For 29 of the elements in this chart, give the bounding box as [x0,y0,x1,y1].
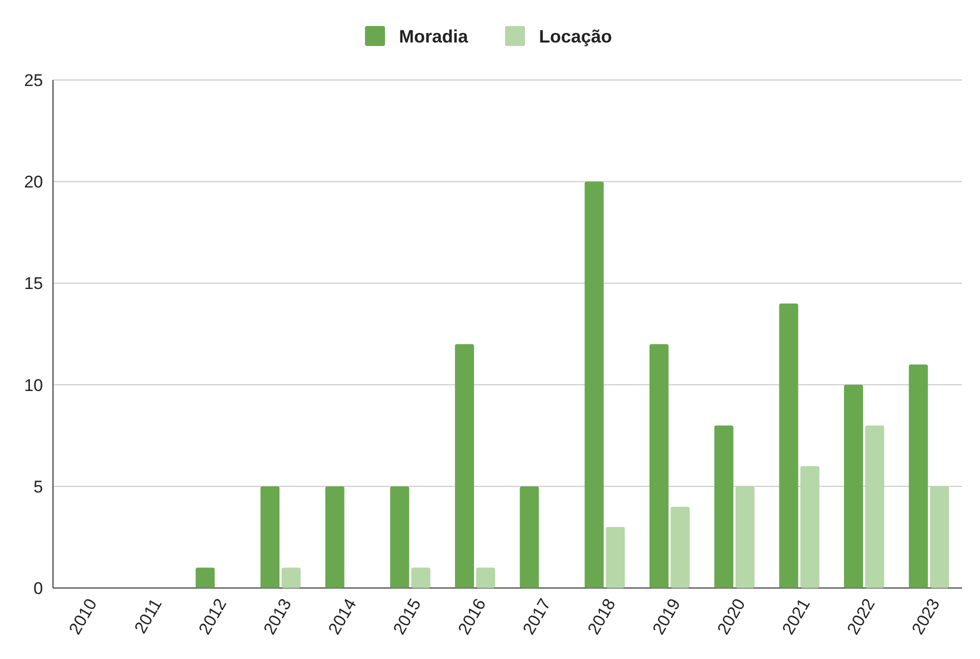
y-tick-label: 5 [34,477,43,496]
bar [196,568,215,588]
bar [411,568,430,588]
bar [800,466,820,588]
bar [670,506,690,588]
legend-label: Locação [539,26,612,46]
bar [714,425,734,588]
bar [908,364,928,588]
bar [779,304,798,588]
y-tick-label: 10 [24,376,43,395]
bar [454,344,474,588]
bar [282,568,301,588]
y-tick-label: 20 [24,172,43,192]
bar [390,486,410,588]
legend-label: Moradia [399,26,469,46]
bar [930,486,950,588]
bar [865,425,884,588]
bar [584,182,604,588]
bar [260,486,280,588]
bar [735,486,755,588]
y-tick-label: 25 [24,70,43,90]
y-tick-label: 15 [24,274,43,294]
y-tick-label: 0 [34,578,43,598]
bar [649,344,669,588]
bar [606,527,625,588]
bar [325,486,344,588]
bar [844,384,864,588]
bar [476,568,496,588]
bar [520,486,539,588]
